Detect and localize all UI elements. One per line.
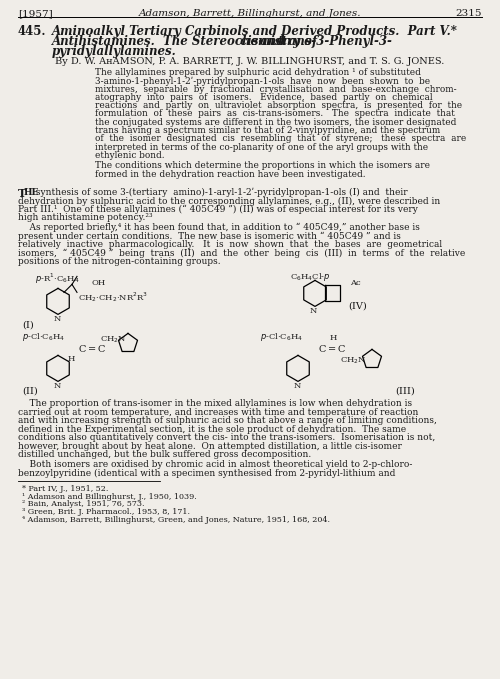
- Text: formed in the dehydration reaction have been investigated.: formed in the dehydration reaction have …: [95, 170, 365, 179]
- Text: pyridylallylamines.: pyridylallylamines.: [52, 45, 177, 58]
- Text: The proportion of trans-isomer in the mixed allylamines is low when dehydration : The proportion of trans-isomer in the mi…: [18, 399, 412, 408]
- Text: carried out at room temperature, and increases with time and temperature of reac: carried out at room temperature, and inc…: [18, 408, 418, 417]
- Text: CH$_2$·CH$_2$·NR$^2$R$^3$: CH$_2$·CH$_2$·NR$^2$R$^3$: [78, 291, 148, 304]
- Text: positions of the nitrogen-containing groups.: positions of the nitrogen-containing gro…: [18, 257, 220, 266]
- Text: Adamson, Barrett, Billinghurst, and Jones.: Adamson, Barrett, Billinghurst, and Jone…: [139, 9, 361, 18]
- Text: H: H: [330, 334, 338, 342]
- Text: (IV): (IV): [348, 301, 367, 310]
- Text: (II): (II): [22, 386, 38, 395]
- Text: benzoylpyridine (identical with a specimen synthesised from 2-pyridyl-lithium an: benzoylpyridine (identical with a specim…: [18, 469, 396, 477]
- Text: the conjugated systems are different in the two isomers, the isomer designated: the conjugated systems are different in …: [95, 117, 457, 127]
- Text: $p$-Cl·C$_6$H$_4$: $p$-Cl·C$_6$H$_4$: [22, 331, 65, 344]
- Text: HE: HE: [24, 188, 40, 197]
- Text: and with increasing strength of sulphuric acid so that above a range of limiting: and with increasing strength of sulphuri…: [18, 416, 437, 426]
- Text: The conditions which determine the proportions in which the isomers are: The conditions which determine the propo…: [95, 162, 430, 170]
- Text: synthesis of some 3-(tertiary  amino)-1-aryl-1-2ʹ-pyridylpropan-1-ols (I) and  t: synthesis of some 3-(tertiary amino)-1-a…: [33, 188, 407, 197]
- Text: mixtures,  separable  by  fractional  crystallisation  and  base-exchange  chrom: mixtures, separable by fractional crysta…: [95, 85, 457, 94]
- Text: ³ Green, Brit. J. Pharmacol., 1953, 8, 171.: ³ Green, Brit. J. Pharmacol., 1953, 8, 1…: [22, 509, 190, 516]
- Text: trans-3-Phenyl-3-: trans-3-Phenyl-3-: [277, 35, 392, 48]
- Text: $p$-Cl·C$_6$H$_4$: $p$-Cl·C$_6$H$_4$: [260, 331, 303, 344]
- Text: N: N: [54, 382, 62, 390]
- Text: trans having a spectrum similar to that of 2-vinylpyridine, and the spectrum: trans having a spectrum similar to that …: [95, 126, 441, 135]
- Text: dehydration by sulphuric acid to the corresponding allylamines, e.g., (II), were: dehydration by sulphuric acid to the cor…: [18, 196, 440, 206]
- Text: Antihistamines.  The Stereochemistry of: Antihistamines. The Stereochemistry of: [52, 35, 318, 48]
- Text: defined in the Experimental section, it is the sole product of dehydration.  The: defined in the Experimental section, it …: [18, 425, 406, 434]
- Text: high antihistamine potency.²³: high antihistamine potency.²³: [18, 213, 152, 223]
- Text: distilled unchanged, but the bulk suffered gross decomposition.: distilled unchanged, but the bulk suffer…: [18, 450, 311, 460]
- Text: ethylenic bond.: ethylenic bond.: [95, 151, 164, 160]
- Text: interpreted in terms of the co-planarity of one of the aryl groups with the: interpreted in terms of the co-planarity…: [95, 143, 428, 151]
- Text: N: N: [310, 308, 318, 316]
- Text: 2315: 2315: [456, 9, 482, 18]
- Text: Part III.¹  One of these allylamines (“ 405C49 ”) (II) was of especial interest : Part III.¹ One of these allylamines (“ 4…: [18, 205, 418, 215]
- Text: cis-: cis-: [236, 35, 263, 48]
- Text: OH: OH: [92, 279, 106, 287]
- Text: * Part IV, J., 1951, 52.: * Part IV, J., 1951, 52.: [22, 485, 108, 493]
- Text: 445.: 445.: [18, 25, 46, 38]
- Text: Ac: Ac: [350, 279, 360, 287]
- Text: ⁴ Adamson, Barrett, Billinghurst, Green, and Jones, Nature, 1951, 168, 204.: ⁴ Adamson, Barrett, Billinghurst, Green,…: [22, 516, 330, 524]
- Text: $p$-R$^1$·C$_6$H$_4$: $p$-R$^1$·C$_6$H$_4$: [35, 272, 80, 286]
- Text: T: T: [18, 188, 26, 199]
- Text: (I): (I): [22, 320, 34, 329]
- Text: however, brought about by heat alone.  On attempted distillation, a little cis-i: however, brought about by heat alone. On…: [18, 442, 402, 451]
- Text: $\mathregular{C=C}$: $\mathregular{C=C}$: [318, 344, 346, 354]
- Text: $\mathregular{C=C}$: $\mathregular{C=C}$: [78, 344, 106, 354]
- Text: isomers,  “ 405C49 ”  being  trans  (II)  and  the  other  being  cis  (III)  in: isomers, “ 405C49 ” being trans (II) and…: [18, 249, 465, 258]
- Text: reactions  and  partly  on  ultraviolet  absorption  spectra,  is  presented  fo: reactions and partly on ultraviolet abso…: [95, 101, 462, 110]
- Text: CH$_2$N: CH$_2$N: [340, 355, 366, 366]
- Text: 3-amino-1-phenyl-1-2ʹ-pyridylpropan-1-ols  have  now  been  shown  to  be: 3-amino-1-phenyl-1-2ʹ-pyridylpropan-1-ol…: [95, 76, 430, 86]
- Text: (III): (III): [395, 386, 415, 395]
- Text: N: N: [294, 382, 302, 390]
- Text: relatively  inactive  pharmacologically.   It  is  now  shown  that  the  bases : relatively inactive pharmacologically. I…: [18, 240, 442, 249]
- Text: Both isomers are oxidised by chromic acid in almost theoretical yield to 2-p-chl: Both isomers are oxidised by chromic aci…: [18, 460, 412, 469]
- Text: By D. W. AʜAMSON, P. A. BARRETT, J. W. BILLINGHURST, and T. S. G. JONES.: By D. W. AʜAMSON, P. A. BARRETT, J. W. B…: [56, 57, 444, 66]
- Text: [1957]: [1957]: [18, 9, 53, 18]
- Text: H: H: [68, 355, 76, 363]
- Text: Aminoalkyl Tertiary Carbinols and Derived Products.  Part V.*: Aminoalkyl Tertiary Carbinols and Derive…: [52, 25, 458, 38]
- Text: of  the  isomer  designated  cis  resembling  that  of  styrene;   these  spectr: of the isomer designated cis resembling …: [95, 134, 466, 143]
- Text: and: and: [256, 35, 288, 48]
- Text: ¹ Adamson and Billinghurst, J., 1950, 1039.: ¹ Adamson and Billinghurst, J., 1950, 10…: [22, 493, 197, 500]
- Text: The allylamines prepared by sulphuric acid dehydration ¹ of substituted: The allylamines prepared by sulphuric ac…: [95, 68, 421, 77]
- Text: As reported briefly,⁴ it has been found that, in addition to “ 405C49,” another : As reported briefly,⁴ it has been found …: [18, 223, 420, 232]
- Text: N: N: [54, 316, 62, 323]
- Text: formulation  of  these  pairs  as  cis-trans-isomers.   The  spectra  indicate  : formulation of these pairs as cis-trans-…: [95, 109, 455, 119]
- Text: C$_6$H$_4$Cl-$p$: C$_6$H$_4$Cl-$p$: [290, 272, 331, 283]
- Text: CH$_2$N: CH$_2$N: [100, 334, 126, 345]
- Text: atography  into  pairs  of  isomers.   Evidence,  based  partly  on  chemical: atography into pairs of isomers. Evidenc…: [95, 93, 432, 102]
- Text: conditions also quantitatively convert the cis- into the trans-isomers.  Isomeri: conditions also quantitatively convert t…: [18, 433, 435, 443]
- Text: ² Bain, Analyst, 1951, 76, 573.: ² Bain, Analyst, 1951, 76, 573.: [22, 500, 144, 509]
- Text: present under certain conditions.  The new base is isomeric with “ 405C49 ” and : present under certain conditions. The ne…: [18, 232, 401, 241]
